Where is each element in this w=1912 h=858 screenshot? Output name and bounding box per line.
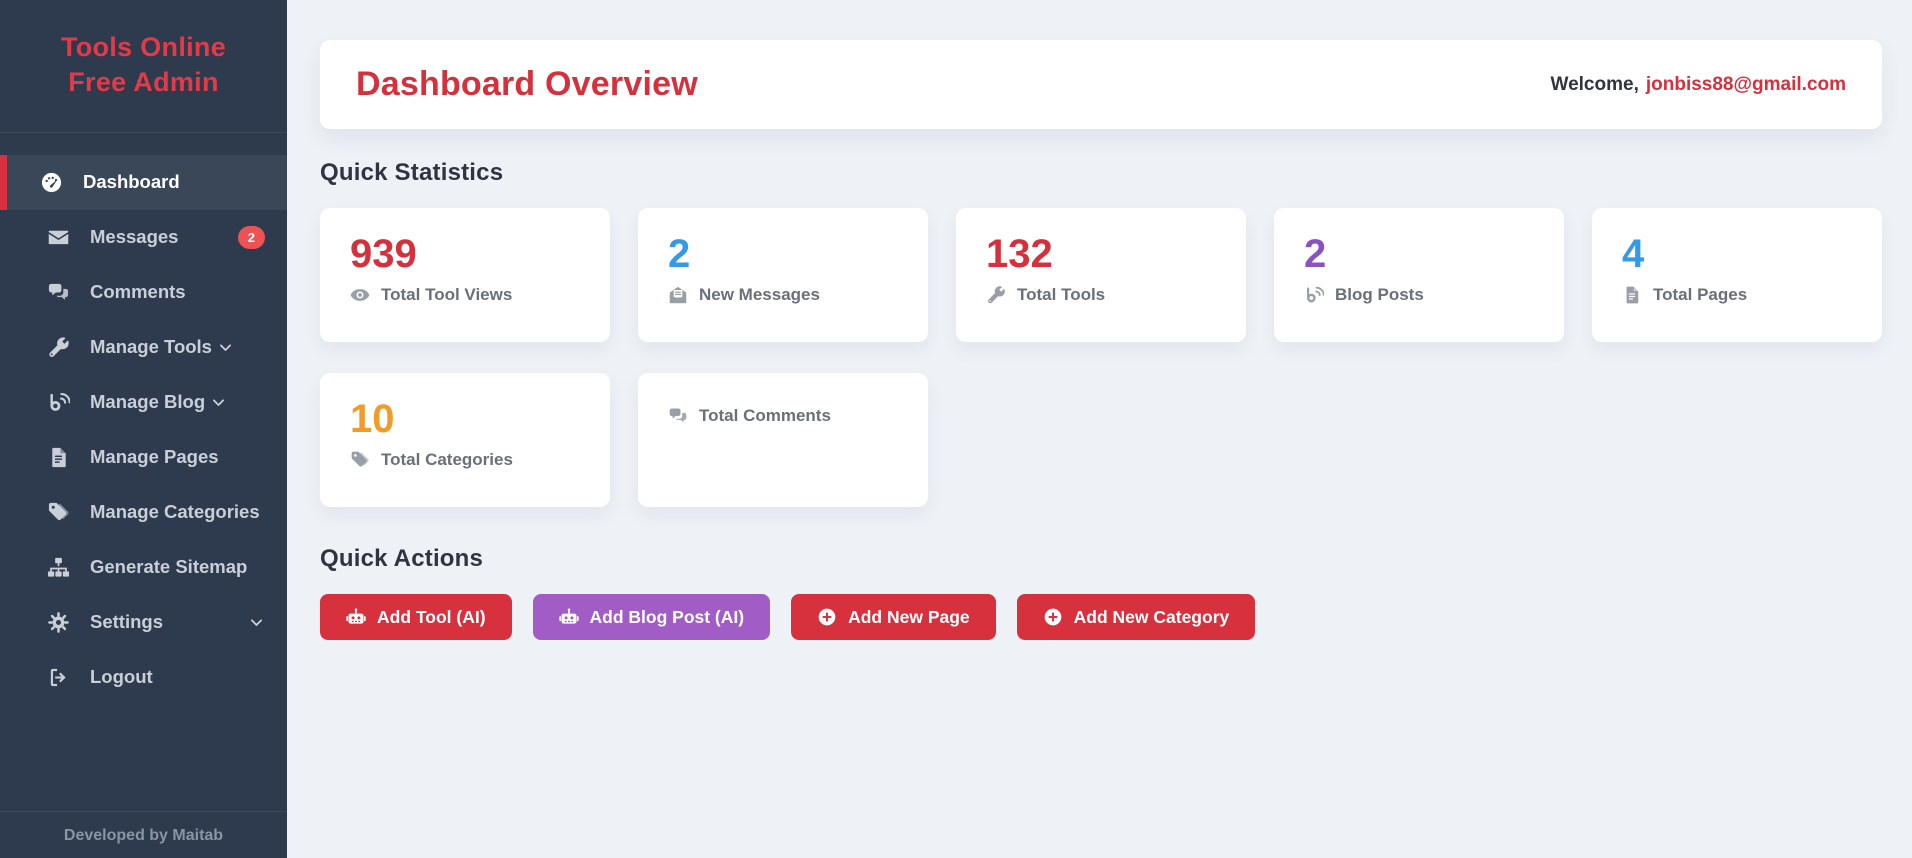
envelope-icon [47,226,70,249]
sidebar-item-settings[interactable]: Settings [0,595,287,650]
plus-circle-icon [1043,607,1063,627]
blog-icon [47,391,70,414]
stat-value: 10 [350,397,395,441]
comments-icon [668,406,688,426]
stat-label: Blog Posts [1335,285,1424,304]
stat-value: 2 [668,232,691,276]
sidebar-item-label: Dashboard [83,171,180,193]
sidebar-nav: Dashboard Messages 2 Comments Manage Tools Ma… [0,155,287,705]
sidebar: Tools Online Free Admin Dashboard Message… [0,0,287,858]
stat-label: Total Categories [381,450,513,469]
stat-card-new-messages[interactable]: 2 New Messages [638,208,928,342]
comments-icon [47,281,70,304]
chevron-down-icon [248,614,265,631]
action-button-label: Add New Category [1073,606,1230,627]
stat-label-row: Blog Posts [1304,285,1534,305]
sidebar-item-manage-tools[interactable]: Manage Tools [0,320,287,375]
stat-card-total-pages[interactable]: 4 Total Pages [1592,208,1882,342]
robot-icon [558,607,579,627]
stat-value: 132 [986,232,1053,276]
add-tool-ai-button[interactable]: Add Tool (AI) [320,594,512,640]
stat-label: Total Comments [699,406,831,425]
add-new-category-button[interactable]: Add New Category [1016,594,1256,640]
sidebar-item-generate-sitemap[interactable]: Generate Sitemap [0,540,287,595]
tags-icon [350,450,370,470]
sidebar-item-label: Generate Sitemap [90,555,248,577]
sidebar-item-label: Logout [90,665,153,687]
main-content: Dashboard Overview Welcome, jonbiss88@gm… [287,0,1912,858]
sitemap-icon [47,556,70,579]
quick-statistics-heading: Quick Statistics [320,159,504,186]
views-icon [350,285,370,305]
stat-card-blog-posts[interactable]: 2 Blog Posts [1274,208,1564,342]
wrench-icon [986,285,1006,305]
sidebar-item-label: Manage Blog [90,391,206,413]
blog-icon [1304,285,1324,305]
stat-label: Total Pages [1653,285,1748,304]
wrench-icon [47,336,70,359]
gear-icon [47,611,70,634]
action-button-label: Add Tool (AI) [377,606,486,627]
logout-icon [47,666,70,689]
unread-count-badge: 2 [237,225,265,250]
stat-value: 4 [1622,232,1645,276]
welcome-text: Welcome, jonbiss88@gmail.com [1551,74,1847,96]
stat-label-row: Total Categories [350,450,580,470]
sidebar-item-messages[interactable]: Messages 2 [0,210,287,265]
action-button-label: Add New Page [848,606,970,627]
sidebar-item-label: Manage Pages [90,446,219,468]
sidebar-footer-credit: Developed by Maitab [0,811,287,858]
chevron-down-icon [210,394,227,411]
stats-grid: 939 Total Tool Views 2 New Messages 132 Total… [320,208,1882,507]
user-email: jonbiss88@gmail.com [1645,73,1846,95]
sidebar-item-label: Messages [90,226,179,248]
stat-card-total-tools[interactable]: 132 Total Tools [956,208,1246,342]
stat-card-total-categories[interactable]: 10 Total Categories [320,373,610,507]
brand-title: Tools Online Free Admin [0,0,287,134]
stat-label-row: Total Comments [668,406,898,426]
header-card: Dashboard Overview Welcome, jonbiss88@gm… [320,40,1882,129]
chevron-down-icon [217,339,234,356]
file-icon [47,446,70,469]
stat-value: 939 [350,232,417,276]
sidebar-item-manage-pages[interactable]: Manage Pages [0,430,287,485]
sidebar-item-label: Settings [90,610,163,632]
sidebar-item-dashboard[interactable]: Dashboard [0,155,287,211]
sidebar-item-comments[interactable]: Comments [0,265,287,320]
stat-label-row: Total Pages [1622,285,1852,305]
sidebar-item-logout[interactable]: Logout [0,650,287,705]
add-blog-post-ai-button[interactable]: Add Blog Post (AI) [532,594,771,640]
sidebar-item-manage-categories[interactable]: Manage Categories [0,485,287,540]
stat-card-total-tool-views[interactable]: 939 Total Tool Views [320,208,610,342]
quick-actions-row: Add Tool (AI) Add Blog Post (AI) Add New P… [320,594,1882,640]
stat-label-row: New Messages [668,285,898,305]
dashboard-icon [40,171,63,194]
stat-label: Total Tools [1017,285,1106,304]
stat-label-row: Total Tools [986,285,1216,305]
add-new-page-button[interactable]: Add New Page [791,594,996,640]
plus-circle-icon [817,607,837,627]
sidebar-item-label: Manage Categories [90,501,260,522]
stat-label: Total Tool Views [381,285,513,304]
quick-actions-heading: Quick Actions [320,545,484,572]
stat-card-total-comments[interactable]: Total Comments [638,373,928,507]
tags-icon [47,501,70,524]
welcome-prefix: Welcome, [1550,73,1639,95]
stat-value: 2 [1304,232,1327,276]
sidebar-item-label: Manage Tools [90,336,212,358]
sidebar-item-manage-blog[interactable]: Manage Blog [0,375,287,430]
page-title: Dashboard Overview [356,65,698,103]
file-icon [1622,285,1642,305]
robot-icon [346,607,366,627]
action-button-label: Add Blog Post (AI) [589,606,745,627]
stat-label: New Messages [699,285,820,304]
sidebar-item-label: Comments [90,281,186,303]
stat-label-row: Total Tool Views [350,285,580,305]
envelope-open-icon [668,285,688,305]
